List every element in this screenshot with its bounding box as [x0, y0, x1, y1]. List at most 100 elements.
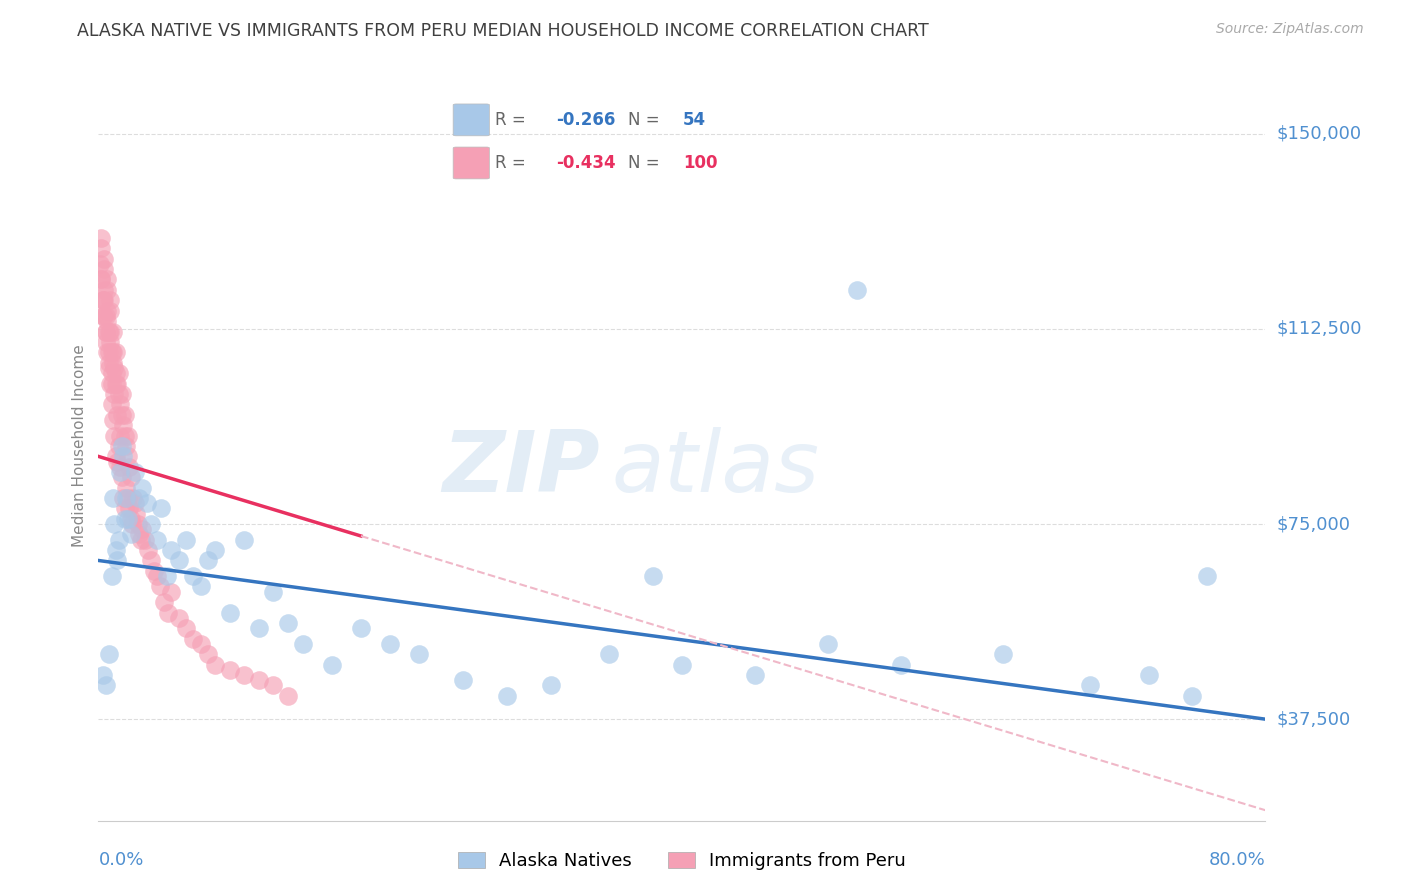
Point: [98, 303, 121, 318]
Point: [90, 272, 112, 286]
Text: N =: N =: [628, 154, 665, 172]
Point: [90, 272, 112, 286]
Point: [97, 356, 120, 370]
Point: [103, 428, 125, 442]
Point: [846, 283, 869, 297]
Point: [93, 262, 115, 277]
Point: [96, 272, 118, 286]
Point: [190, 580, 212, 594]
Point: [120, 470, 142, 484]
Text: 80.0%: 80.0%: [1209, 851, 1265, 869]
Point: [105, 553, 128, 567]
Text: Source: ZipAtlas.com: Source: ZipAtlas.com: [1216, 22, 1364, 37]
Point: [101, 345, 124, 359]
Text: ZIP: ZIP: [443, 427, 600, 510]
Point: [94, 309, 117, 323]
Text: ALASKA NATIVE VS IMMIGRANTS FROM PERU MEDIAN HOUSEHOLD INCOME CORRELATION CHART: ALASKA NATIVE VS IMMIGRANTS FROM PERU ME…: [77, 22, 929, 40]
Point: [111, 408, 134, 422]
Point: [149, 580, 172, 594]
Point: [91, 293, 114, 308]
Point: [98, 376, 121, 391]
Point: [233, 668, 256, 682]
Point: [118, 501, 141, 516]
Text: N =: N =: [628, 111, 665, 128]
Point: [93, 283, 115, 297]
Point: [91, 293, 114, 308]
Point: [101, 356, 124, 370]
Point: [112, 491, 135, 505]
Point: [157, 606, 180, 620]
Point: [115, 491, 138, 505]
Point: [167, 553, 190, 567]
Point: [103, 387, 125, 401]
Point: [96, 283, 118, 297]
Point: [1195, 569, 1218, 583]
Text: $112,500: $112,500: [1277, 320, 1362, 338]
Point: [496, 689, 519, 703]
Point: [1137, 668, 1160, 682]
Point: [218, 663, 240, 677]
Point: [110, 459, 132, 474]
Point: [117, 450, 139, 464]
Text: 54: 54: [683, 111, 706, 128]
Point: [139, 553, 162, 567]
Point: [1080, 678, 1102, 692]
FancyBboxPatch shape: [453, 147, 489, 179]
Point: [114, 501, 136, 516]
Point: [104, 376, 127, 391]
Point: [991, 647, 1014, 661]
Point: [114, 408, 136, 422]
Point: [129, 533, 152, 547]
Point: [118, 459, 141, 474]
Point: [101, 325, 124, 339]
Point: [247, 621, 270, 635]
Point: [111, 387, 134, 401]
Point: [671, 657, 693, 672]
Point: [110, 397, 132, 411]
Point: [233, 533, 256, 547]
Point: [98, 325, 121, 339]
Point: [174, 533, 197, 547]
Point: [104, 450, 127, 464]
Point: [100, 366, 122, 380]
Point: [134, 533, 156, 547]
Text: $75,000: $75,000: [1277, 515, 1351, 533]
Point: [321, 657, 343, 672]
Point: [93, 309, 115, 323]
Point: [135, 496, 157, 510]
Point: [94, 334, 117, 349]
Legend: Alaska Natives, Immigrants from Peru: Alaska Natives, Immigrants from Peru: [449, 843, 915, 879]
Point: [110, 428, 132, 442]
Point: [598, 647, 620, 661]
Text: R =: R =: [495, 154, 531, 172]
Point: [124, 465, 146, 479]
Point: [90, 231, 112, 245]
Point: [451, 673, 474, 688]
Point: [100, 345, 122, 359]
Point: [190, 637, 212, 651]
Point: [197, 553, 219, 567]
Point: [128, 527, 150, 541]
Point: [156, 569, 179, 583]
Point: [108, 533, 131, 547]
Point: [127, 517, 149, 532]
Text: -0.266: -0.266: [555, 111, 616, 128]
Point: [114, 512, 136, 526]
Point: [160, 543, 183, 558]
Point: [110, 465, 132, 479]
Point: [121, 517, 143, 532]
Point: [91, 668, 114, 682]
Point: [104, 345, 127, 359]
Point: [117, 428, 139, 442]
Point: [153, 595, 176, 609]
Point: [96, 345, 118, 359]
Point: [100, 376, 122, 391]
Point: [380, 637, 402, 651]
Point: [131, 522, 153, 536]
Point: [94, 325, 117, 339]
FancyBboxPatch shape: [453, 104, 489, 136]
Point: [146, 533, 169, 547]
Point: [262, 584, 284, 599]
Point: [160, 584, 183, 599]
Point: [89, 257, 111, 271]
